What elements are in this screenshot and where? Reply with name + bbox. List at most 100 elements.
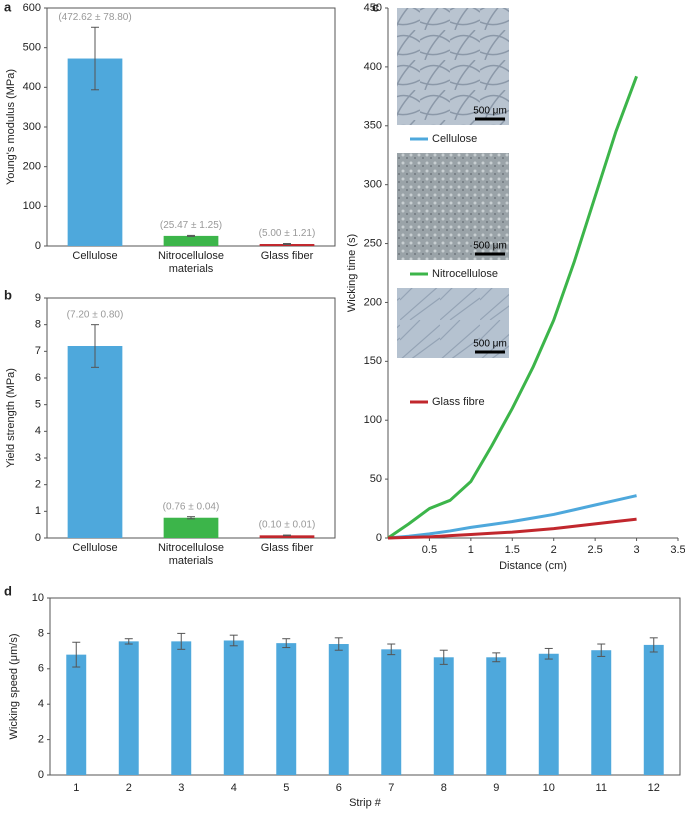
y-tick-label: 400	[364, 61, 382, 73]
y-tick-label: 0	[35, 532, 41, 544]
x-tick-label-box: 10	[542, 782, 555, 794]
bar	[259, 244, 315, 246]
x-tick-label-box: 9	[493, 782, 499, 794]
y-tick-label: 8	[38, 627, 44, 639]
x-tick-label-box: 12	[647, 782, 660, 794]
panel-label: d	[4, 583, 12, 598]
y-tick-label: 3	[35, 452, 41, 464]
micrograph	[397, 8, 509, 125]
micrograph	[397, 153, 509, 260]
x-tick-label: 10	[542, 782, 555, 794]
line	[387, 75, 638, 540]
legend-label: Glass fibre	[432, 396, 485, 408]
x-tick-label: 12	[647, 782, 660, 794]
scale-bar-label: 500 μm	[473, 241, 507, 252]
x-tick-label: 1	[73, 782, 80, 794]
x-tick-label: Nitrocellulose materials	[157, 250, 225, 275]
bar	[643, 644, 664, 775]
x-tick-label: 1	[468, 544, 474, 556]
y-axis-label: Yield strength (MPa)	[5, 368, 17, 468]
x-tick-label: 5	[283, 782, 290, 794]
x-tick-label-box: 5	[283, 782, 290, 794]
y-tick-label: 300	[364, 179, 382, 191]
y-tick-label: 5	[35, 399, 41, 411]
bar	[66, 654, 87, 775]
micrograph	[397, 288, 509, 358]
x-tick-label: 6	[335, 782, 342, 794]
bar	[67, 346, 123, 538]
x-tick-label-box: 2	[126, 782, 132, 794]
y-tick-label: 200	[23, 161, 41, 173]
bar	[118, 641, 139, 775]
y-tick-label: 0	[38, 769, 44, 781]
y-tick-label: 2	[35, 479, 41, 491]
y-tick-label: 1	[35, 505, 41, 517]
panel-label: b	[4, 287, 12, 302]
y-tick-label: 2	[38, 734, 44, 746]
panel-label: c	[372, 0, 379, 14]
x-tick-label: 4	[230, 782, 237, 794]
y-tick-label: 100	[23, 200, 41, 212]
x-tick-label: 2	[551, 544, 557, 556]
line	[387, 517, 637, 540]
x-tick-label-box: 11	[595, 782, 607, 794]
x-tick-label-box: Cellulose	[72, 250, 118, 262]
y-tick-label: 0	[376, 532, 382, 544]
y-tick-label: 4	[35, 425, 41, 437]
x-tick-label: Glass fiber	[260, 542, 314, 554]
y-tick-label: 400	[23, 81, 41, 93]
x-tick-label: 11	[595, 782, 607, 794]
y-tick-label: 600	[23, 2, 41, 14]
x-tick-label-box: Glass fiber	[260, 542, 314, 554]
y-axis-label: Wicking time (s)	[346, 234, 358, 312]
bar	[259, 535, 315, 538]
bar	[591, 650, 612, 775]
bar	[276, 643, 297, 775]
scale-bar-label: 500 μm	[473, 106, 507, 117]
y-tick-label: 200	[364, 296, 382, 308]
x-tick-label: 2.5	[587, 544, 602, 556]
y-tick-label: 6	[38, 663, 44, 675]
value-label: (0.76 ± 0.04)	[163, 501, 220, 512]
x-tick-label-box: 1	[73, 782, 80, 794]
value-label: (472.62 ± 78.80)	[58, 12, 131, 23]
y-tick-label: 50	[370, 473, 382, 485]
y-tick-label: 6	[35, 372, 41, 384]
y-axis-label: Wicking speed (μm/s)	[8, 634, 20, 740]
x-tick-label: Cellulose	[72, 250, 118, 262]
legend-label: Nitrocellulose	[432, 268, 498, 280]
bar	[381, 649, 402, 775]
bar	[171, 641, 192, 775]
x-tick-label: 3	[634, 544, 640, 556]
x-tick-label: 7	[388, 782, 395, 794]
x-tick-label: Glass fiber	[260, 250, 314, 262]
x-tick-label: Nitrocellulose materials	[157, 542, 225, 567]
value-label: (5.00 ± 1.21)	[259, 228, 316, 239]
x-tick-label: 8	[440, 782, 447, 794]
bar	[163, 517, 219, 538]
bar	[223, 640, 244, 775]
x-tick-label: 3	[178, 782, 185, 794]
scale-bar-label: 500 μm	[473, 339, 507, 350]
x-tick-label-box: 4	[230, 782, 237, 794]
x-tick-label-box: 8	[440, 782, 447, 794]
x-tick-label-box: Nitrocellulose materials	[157, 542, 225, 567]
value-label: (25.47 ± 1.25)	[160, 220, 222, 231]
x-tick-label: Cellulose	[72, 542, 118, 554]
bar	[538, 653, 559, 775]
bar	[433, 657, 454, 775]
y-tick-label: 150	[364, 355, 382, 367]
plot-frame	[49, 597, 681, 776]
value-label: (0.10 ± 0.01)	[259, 520, 316, 531]
x-tick-label-box: Nitrocellulose materials	[157, 250, 225, 275]
y-tick-label: 300	[23, 121, 41, 133]
x-tick-label: 3.5	[670, 544, 685, 556]
value-label: (7.20 ± 0.80)	[67, 309, 124, 320]
y-tick-label: 350	[364, 120, 382, 132]
y-tick-label: 4	[38, 698, 44, 710]
legend-label: Cellulose	[432, 133, 477, 145]
x-axis-label: Distance (cm)	[499, 560, 567, 572]
x-tick-label-box: 6	[335, 782, 342, 794]
y-tick-label: 9	[35, 292, 41, 304]
